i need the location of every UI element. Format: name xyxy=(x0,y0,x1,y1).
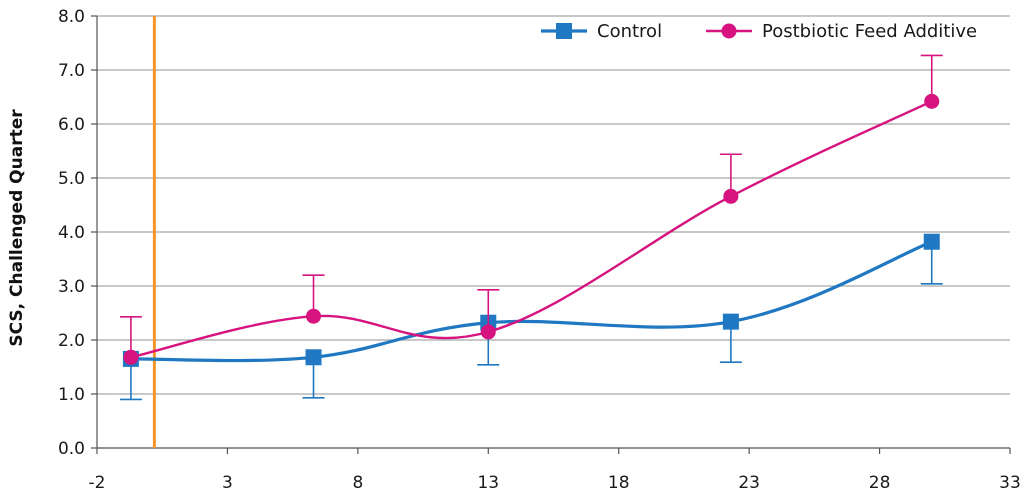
tick-labels: 0.0 1.0 2.0 3.0 4.0 5.0 6.0 7.0 8.0 -2 3 8 13 18 23 28 3… xyxy=(58,7,1021,493)
y-tick-label: 4.0 xyxy=(58,223,85,243)
x-tick-label: 13 xyxy=(477,473,499,493)
data-point xyxy=(722,313,739,330)
legend-marker xyxy=(556,23,572,39)
data-point xyxy=(723,188,739,204)
legend-item-control: Control xyxy=(541,21,662,42)
series-layer xyxy=(119,54,943,401)
x-tick-label: 23 xyxy=(738,473,760,493)
x-tick-label: 18 xyxy=(608,473,630,493)
series-control xyxy=(119,233,943,401)
legend-marker xyxy=(721,23,737,39)
legend-label: Control xyxy=(597,21,662,42)
y-tick-label: 0.0 xyxy=(58,439,85,459)
gridlines xyxy=(97,15,1010,395)
data-point xyxy=(306,308,322,324)
axes xyxy=(91,15,1011,454)
legend-item-postbiotic: Postbiotic Feed Additive xyxy=(706,21,977,42)
series-line xyxy=(130,100,933,359)
x-tick-label: 8 xyxy=(352,473,363,493)
y-tick-label: 8.0 xyxy=(58,7,85,27)
data-point xyxy=(923,233,940,250)
data-point xyxy=(123,349,139,365)
x-tick-label: -2 xyxy=(89,473,106,493)
y-tick-label: 2.0 xyxy=(58,331,85,351)
y-axis-label: SCS, Challenged Quarter xyxy=(7,109,27,347)
x-tick-label: 33 xyxy=(999,473,1021,493)
data-point xyxy=(924,93,940,109)
x-tick-label: 3 xyxy=(222,473,233,493)
x-tick-label: 28 xyxy=(869,473,891,493)
y-tick-label: 7.0 xyxy=(58,61,85,81)
y-tick-label: 6.0 xyxy=(58,115,85,135)
data-point xyxy=(480,324,496,340)
y-tick-label: 3.0 xyxy=(58,277,85,297)
y-tick-label: 1.0 xyxy=(58,385,85,405)
series-line xyxy=(130,240,933,363)
legend: Control Postbiotic Feed Additive xyxy=(541,21,977,42)
y-tick-label: 5.0 xyxy=(58,169,85,189)
data-point xyxy=(305,349,322,366)
series-postbiotic xyxy=(119,54,943,365)
legend-label: Postbiotic Feed Additive xyxy=(762,21,977,42)
